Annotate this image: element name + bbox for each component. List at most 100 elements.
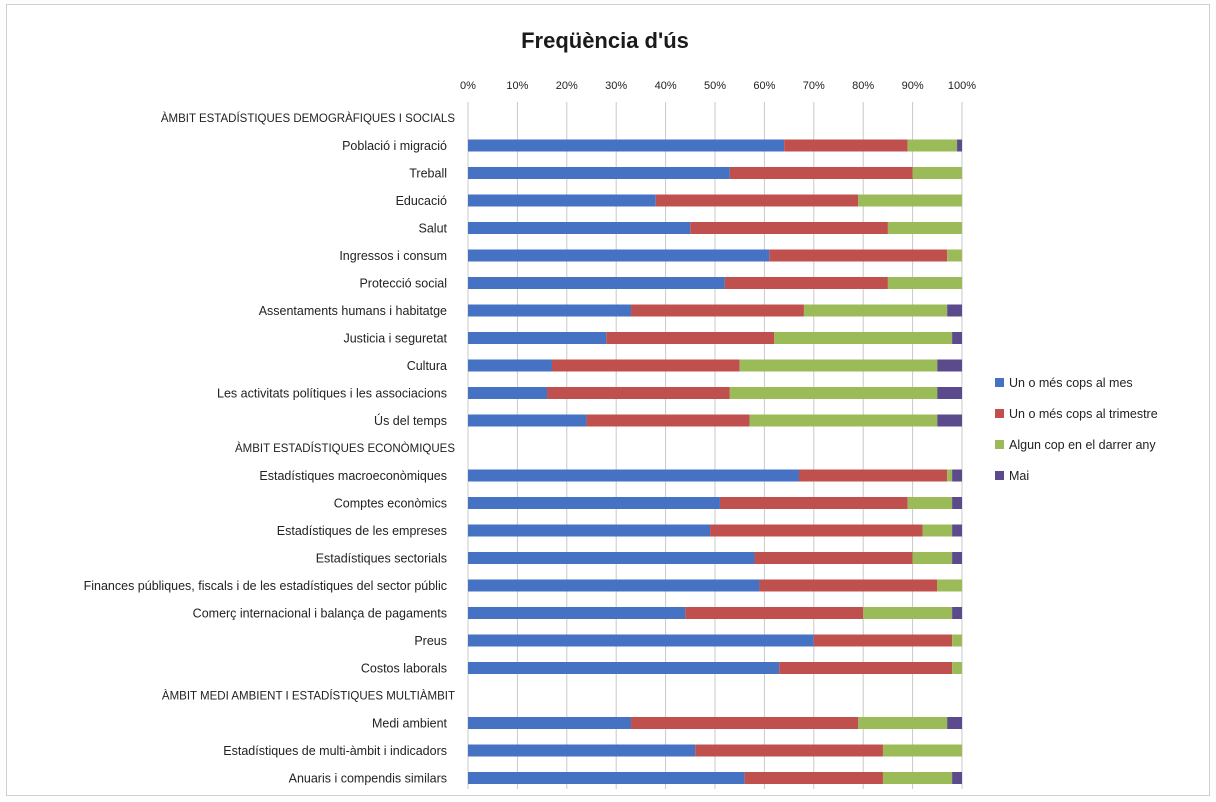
category-labels: ÀMBIT ESTADÍSTIQUES DEMOGRÀFIQUES I SOCI… [84,112,456,786]
bar-segment [710,524,923,537]
category-label: Estadístiques de les empreses [277,524,447,538]
category-label: Educació [396,194,447,208]
bar-segment [813,634,953,647]
bar-segment [952,552,962,564]
legend-swatch [995,440,1004,449]
category-label: Treball [409,167,447,181]
bar-segment [952,524,962,537]
bar-segment [744,772,883,784]
bar-segment [468,222,691,234]
bar-segment [468,662,780,674]
bar-segment [754,552,913,564]
bar-segment [547,387,730,399]
bar-segment [957,139,962,152]
bar-segment [468,414,587,427]
x-tick-label: 100% [948,80,976,92]
bar-segment [468,359,552,372]
bar-segment [468,634,814,647]
section-heading: ÀMBIT MEDI AMBIENT I ESTADÍSTIQUES MULTI… [162,690,455,703]
section-heading: ÀMBIT ESTADÍSTIQUES ECONÒMIQUES [235,442,455,455]
category-label: Justicia i seguretat [343,332,447,346]
category-label: Preus [414,634,447,648]
category-label: Les activitats polítiques i les associac… [217,387,447,401]
category-label: Estadístiques de multi-àmbit i indicador… [223,744,447,758]
category-label: Salut [419,222,448,236]
bar-segment [690,222,888,234]
bar-segment [858,194,962,207]
bar-segment [952,634,962,647]
bar-segment [784,139,908,152]
bar-segment [468,249,770,262]
gridlines [467,102,963,789]
category-label: Estadístiques sectorials [316,552,447,566]
bar-segment [586,414,750,427]
bar-segment [912,552,953,564]
bar-segment [695,744,883,757]
category-label: Estadístiques macroeconòmiques [259,469,447,483]
bar-segment [803,304,948,317]
bar-segment [937,359,962,372]
legend: Un o més cops al mes Un o més cops al tri… [995,376,1158,483]
bar-segment [858,717,948,729]
bar-segment [468,469,799,482]
bar-segment [912,167,962,179]
bar-segment [468,332,607,344]
bar-segment [468,387,548,399]
bar-segment [468,772,745,784]
bar-segment [769,249,948,262]
bar-segment [882,772,953,784]
bar-segment [952,772,962,784]
category-label: Cultura [407,359,447,373]
bar-segment [952,469,962,482]
bar-segment [937,387,962,399]
bar-segment [907,497,953,509]
bar-segment [468,744,696,757]
x-tick-label: 70% [803,80,825,92]
x-tick-label: 60% [753,80,775,92]
legend-label: Mai [1009,469,1029,483]
legend-swatch [995,378,1004,387]
bar-segment [468,497,720,509]
x-tick-label: 50% [704,80,726,92]
x-tick-label: 10% [506,80,528,92]
bar-segment [655,194,859,207]
bar-segment [631,304,804,317]
bar-segment [952,607,962,619]
bar-segment [947,249,962,262]
bar-segment [759,579,938,592]
section-heading: ÀMBIT ESTADÍSTIQUES DEMOGRÀFIQUES I SOCI… [161,112,455,125]
bar-segment [749,414,938,427]
bar-segment [631,717,859,729]
bar-segment [606,332,775,344]
category-label: Ús del temps [374,413,447,428]
bar-segment [468,607,686,619]
bar-segment [882,744,962,757]
bar-segment [468,194,656,207]
bar-segment [685,607,864,619]
bar-segment [937,414,962,427]
x-tick-label: 90% [902,80,924,92]
chart-title: Freqüència d'ús [521,28,689,53]
bar-segment [468,524,711,537]
bar-segment [947,304,962,317]
category-label: Anuaris i compendis similars [289,772,447,786]
bar-segment [907,139,958,152]
bar-segment [468,167,730,179]
x-tick-label: 30% [605,80,627,92]
bar-segment [947,469,953,482]
x-axis-ticks: 0% 10% 20% 30% 40% 50% 60% 70% 80% 90% 100% [460,80,976,92]
bar-segment [863,607,953,619]
bar-segment [952,662,962,674]
category-label: Població i migració [342,139,447,153]
category-label: Comerç internacional i balança de pagame… [193,607,447,621]
bar-segment [468,277,725,289]
category-label: Costos laborals [361,662,447,676]
x-tick-label: 80% [852,80,874,92]
bar-segment [887,222,962,234]
legend-swatch [995,409,1004,418]
category-label: Assentaments humans i habitatge [259,304,447,318]
category-label: Protecció social [359,277,447,291]
category-label: Ingressos i consum [339,249,447,263]
bar-segment [551,359,740,372]
bar-segment [468,139,785,152]
